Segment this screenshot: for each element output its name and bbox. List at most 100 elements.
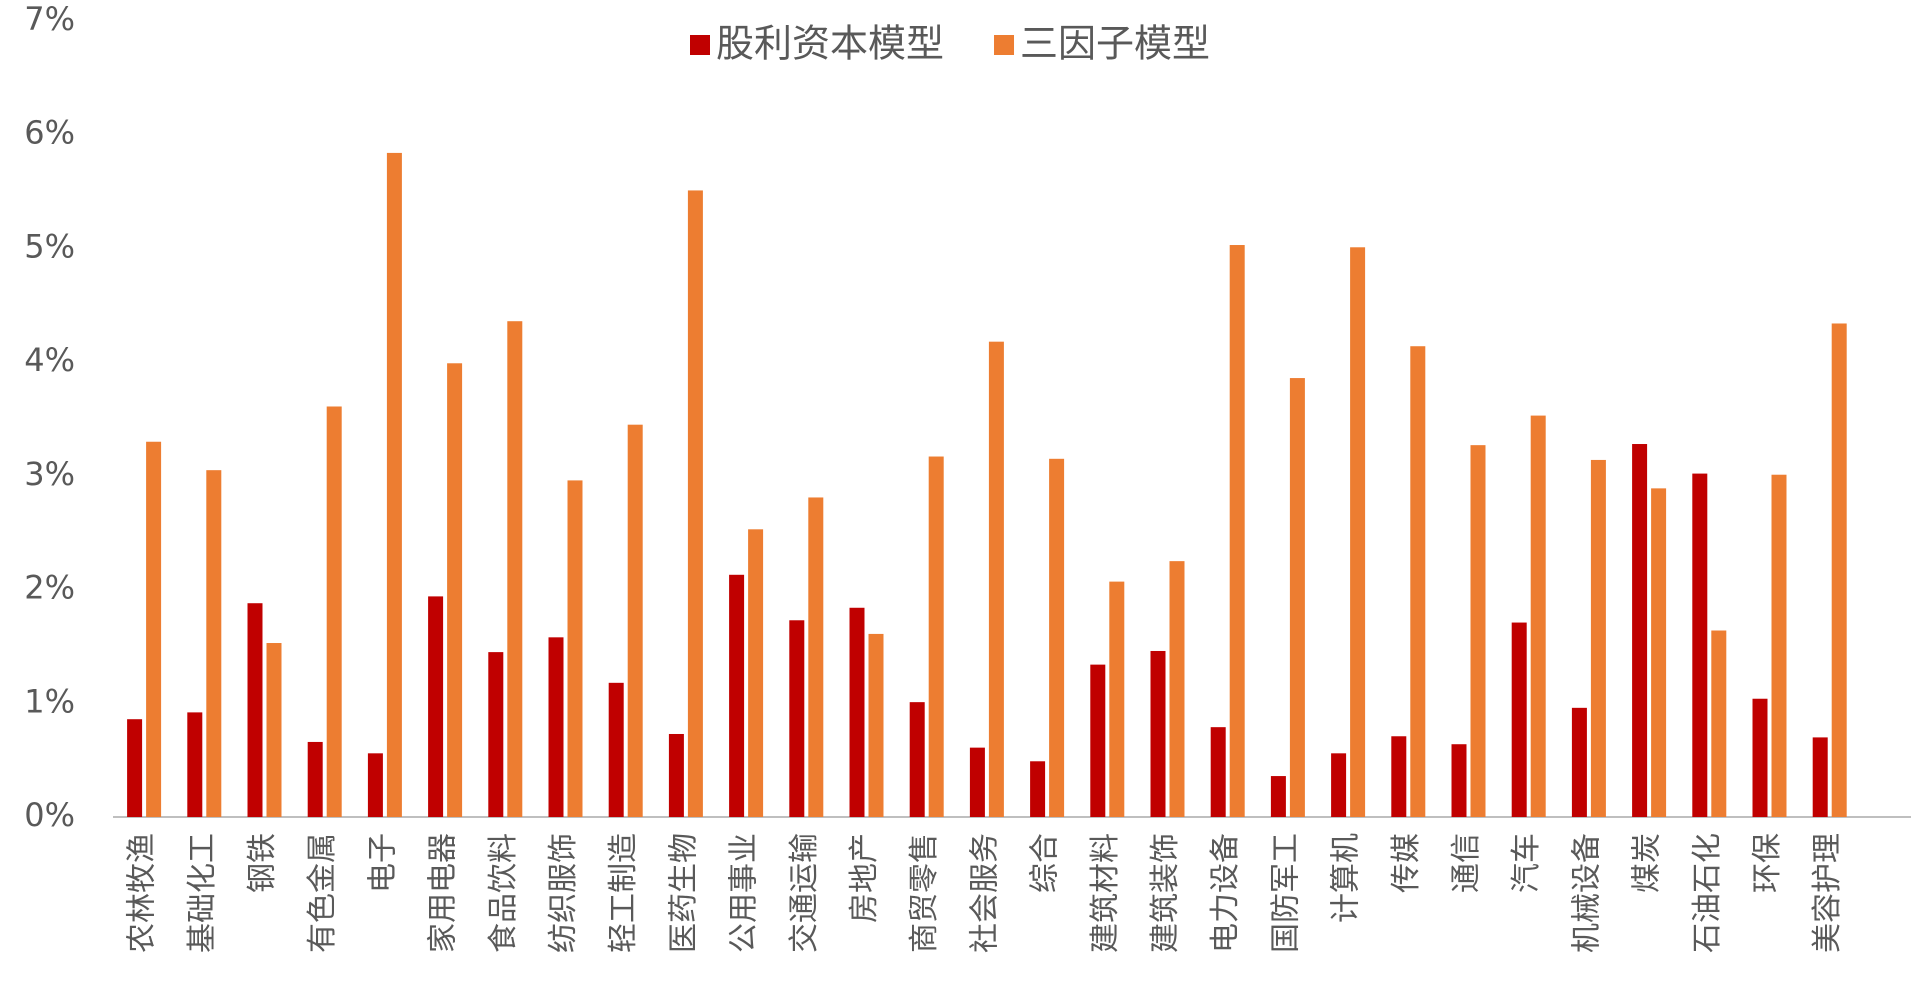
- bar: [1632, 444, 1648, 817]
- bar: [1109, 581, 1125, 817]
- bar: [567, 480, 583, 817]
- bar: [668, 733, 684, 817]
- bar: [266, 643, 282, 817]
- bar: [1812, 737, 1828, 817]
- x-tick-label: 社会服务: [967, 833, 1002, 953]
- x-tick-label: 公用事业: [727, 833, 762, 953]
- bar: [127, 719, 143, 817]
- x-tick-label: 建筑材料: [1088, 833, 1123, 953]
- legend-label: 股利资本模型: [716, 22, 944, 66]
- x-tick-label: 汽车: [1509, 833, 1544, 893]
- bar: [729, 574, 745, 817]
- x-tick-label: 石油石化: [1690, 833, 1725, 953]
- y-tick-label: 6%: [24, 114, 75, 152]
- bar: [507, 321, 523, 817]
- y-tick-label: 7%: [24, 0, 75, 38]
- bar: [146, 441, 162, 817]
- bar: [1530, 415, 1546, 817]
- bar: [928, 456, 944, 817]
- x-tick-label: 食品饮料: [486, 833, 521, 953]
- bar: [1692, 473, 1708, 817]
- bar: [1150, 650, 1166, 817]
- y-tick-label: 2%: [24, 569, 75, 607]
- x-tick-label: 有色金属: [305, 833, 340, 953]
- bar: [868, 633, 884, 817]
- bar: [447, 363, 463, 817]
- bar: [1771, 474, 1787, 817]
- legend-swatch: [994, 35, 1015, 55]
- bar: [1090, 664, 1106, 817]
- bar: [206, 470, 222, 817]
- x-tick-label: 传媒: [1389, 833, 1424, 893]
- x-tick-label: 国防军工: [1268, 833, 1303, 953]
- bar: [969, 747, 985, 817]
- bar: [808, 497, 824, 817]
- x-tick-label: 环保: [1750, 833, 1785, 893]
- bar: [988, 341, 1004, 817]
- bar: [1350, 247, 1366, 817]
- bar: [247, 603, 263, 817]
- x-tick-label: 计算机: [1329, 833, 1364, 923]
- x-tick-label: 家用电器: [426, 833, 461, 953]
- x-tick-label: 通信: [1449, 833, 1484, 893]
- bar: [1030, 761, 1046, 817]
- bar: [1289, 378, 1305, 817]
- bar: [187, 712, 203, 817]
- x-tick-label: 轻工制造: [606, 833, 641, 953]
- bar: [367, 753, 383, 817]
- legend-swatch: [690, 35, 710, 55]
- x-tick-label: 房地产: [847, 833, 882, 923]
- bar: [1470, 445, 1486, 817]
- bar: [1711, 630, 1727, 817]
- x-tick-label: 纺织服饰: [546, 833, 581, 953]
- bar: [789, 620, 805, 817]
- x-tick-label: 综合: [1028, 833, 1063, 893]
- bar: [1049, 458, 1065, 817]
- y-tick-label: 5%: [24, 227, 75, 265]
- x-tick-label: 电力设备: [1208, 833, 1243, 953]
- legend-label: 三因子模型: [1020, 22, 1210, 66]
- y-tick-label: 0%: [24, 796, 75, 834]
- x-tick-label: 商贸零售: [907, 833, 942, 953]
- bar: [386, 152, 402, 817]
- x-tick-label: 机械设备: [1569, 833, 1604, 953]
- bar: [428, 596, 444, 817]
- bar: [488, 652, 504, 817]
- y-tick-label: 3%: [24, 455, 75, 493]
- x-tick-label: 交通运输: [787, 833, 822, 953]
- y-tick-label: 4%: [24, 341, 75, 379]
- bar: [1169, 561, 1185, 817]
- x-tick-label: 农林牧渔: [125, 833, 160, 953]
- bar: [849, 607, 865, 817]
- x-tick-label: 医药生物: [666, 833, 701, 953]
- bar: [1229, 245, 1245, 817]
- bar: [1270, 776, 1286, 817]
- bar: [1331, 753, 1347, 817]
- bar: [307, 741, 323, 817]
- x-tick-label: 美容护理: [1810, 833, 1845, 953]
- bar: [1590, 459, 1606, 817]
- bar: [1511, 622, 1527, 817]
- bar: [326, 406, 342, 817]
- x-tick-label: 电子: [365, 833, 400, 893]
- x-tick-label: 建筑装饰: [1148, 833, 1183, 953]
- y-tick-label: 1%: [24, 682, 75, 720]
- bar: [548, 637, 564, 817]
- bar: [1651, 488, 1667, 817]
- x-tick-label: 煤炭: [1630, 833, 1665, 893]
- bar: [748, 529, 764, 817]
- bar: [1210, 727, 1226, 817]
- bar: [627, 424, 643, 817]
- x-tick-label: 钢铁: [245, 833, 280, 893]
- bar: [687, 190, 703, 818]
- bar: [1410, 346, 1426, 817]
- bar: [1451, 744, 1467, 817]
- x-tick-label: 基础化工: [185, 833, 220, 953]
- bar: [1571, 707, 1587, 817]
- bar: [1391, 736, 1407, 817]
- bar: [1831, 323, 1847, 817]
- bar: [909, 702, 925, 817]
- bar: [608, 682, 624, 817]
- bar: [1752, 698, 1768, 817]
